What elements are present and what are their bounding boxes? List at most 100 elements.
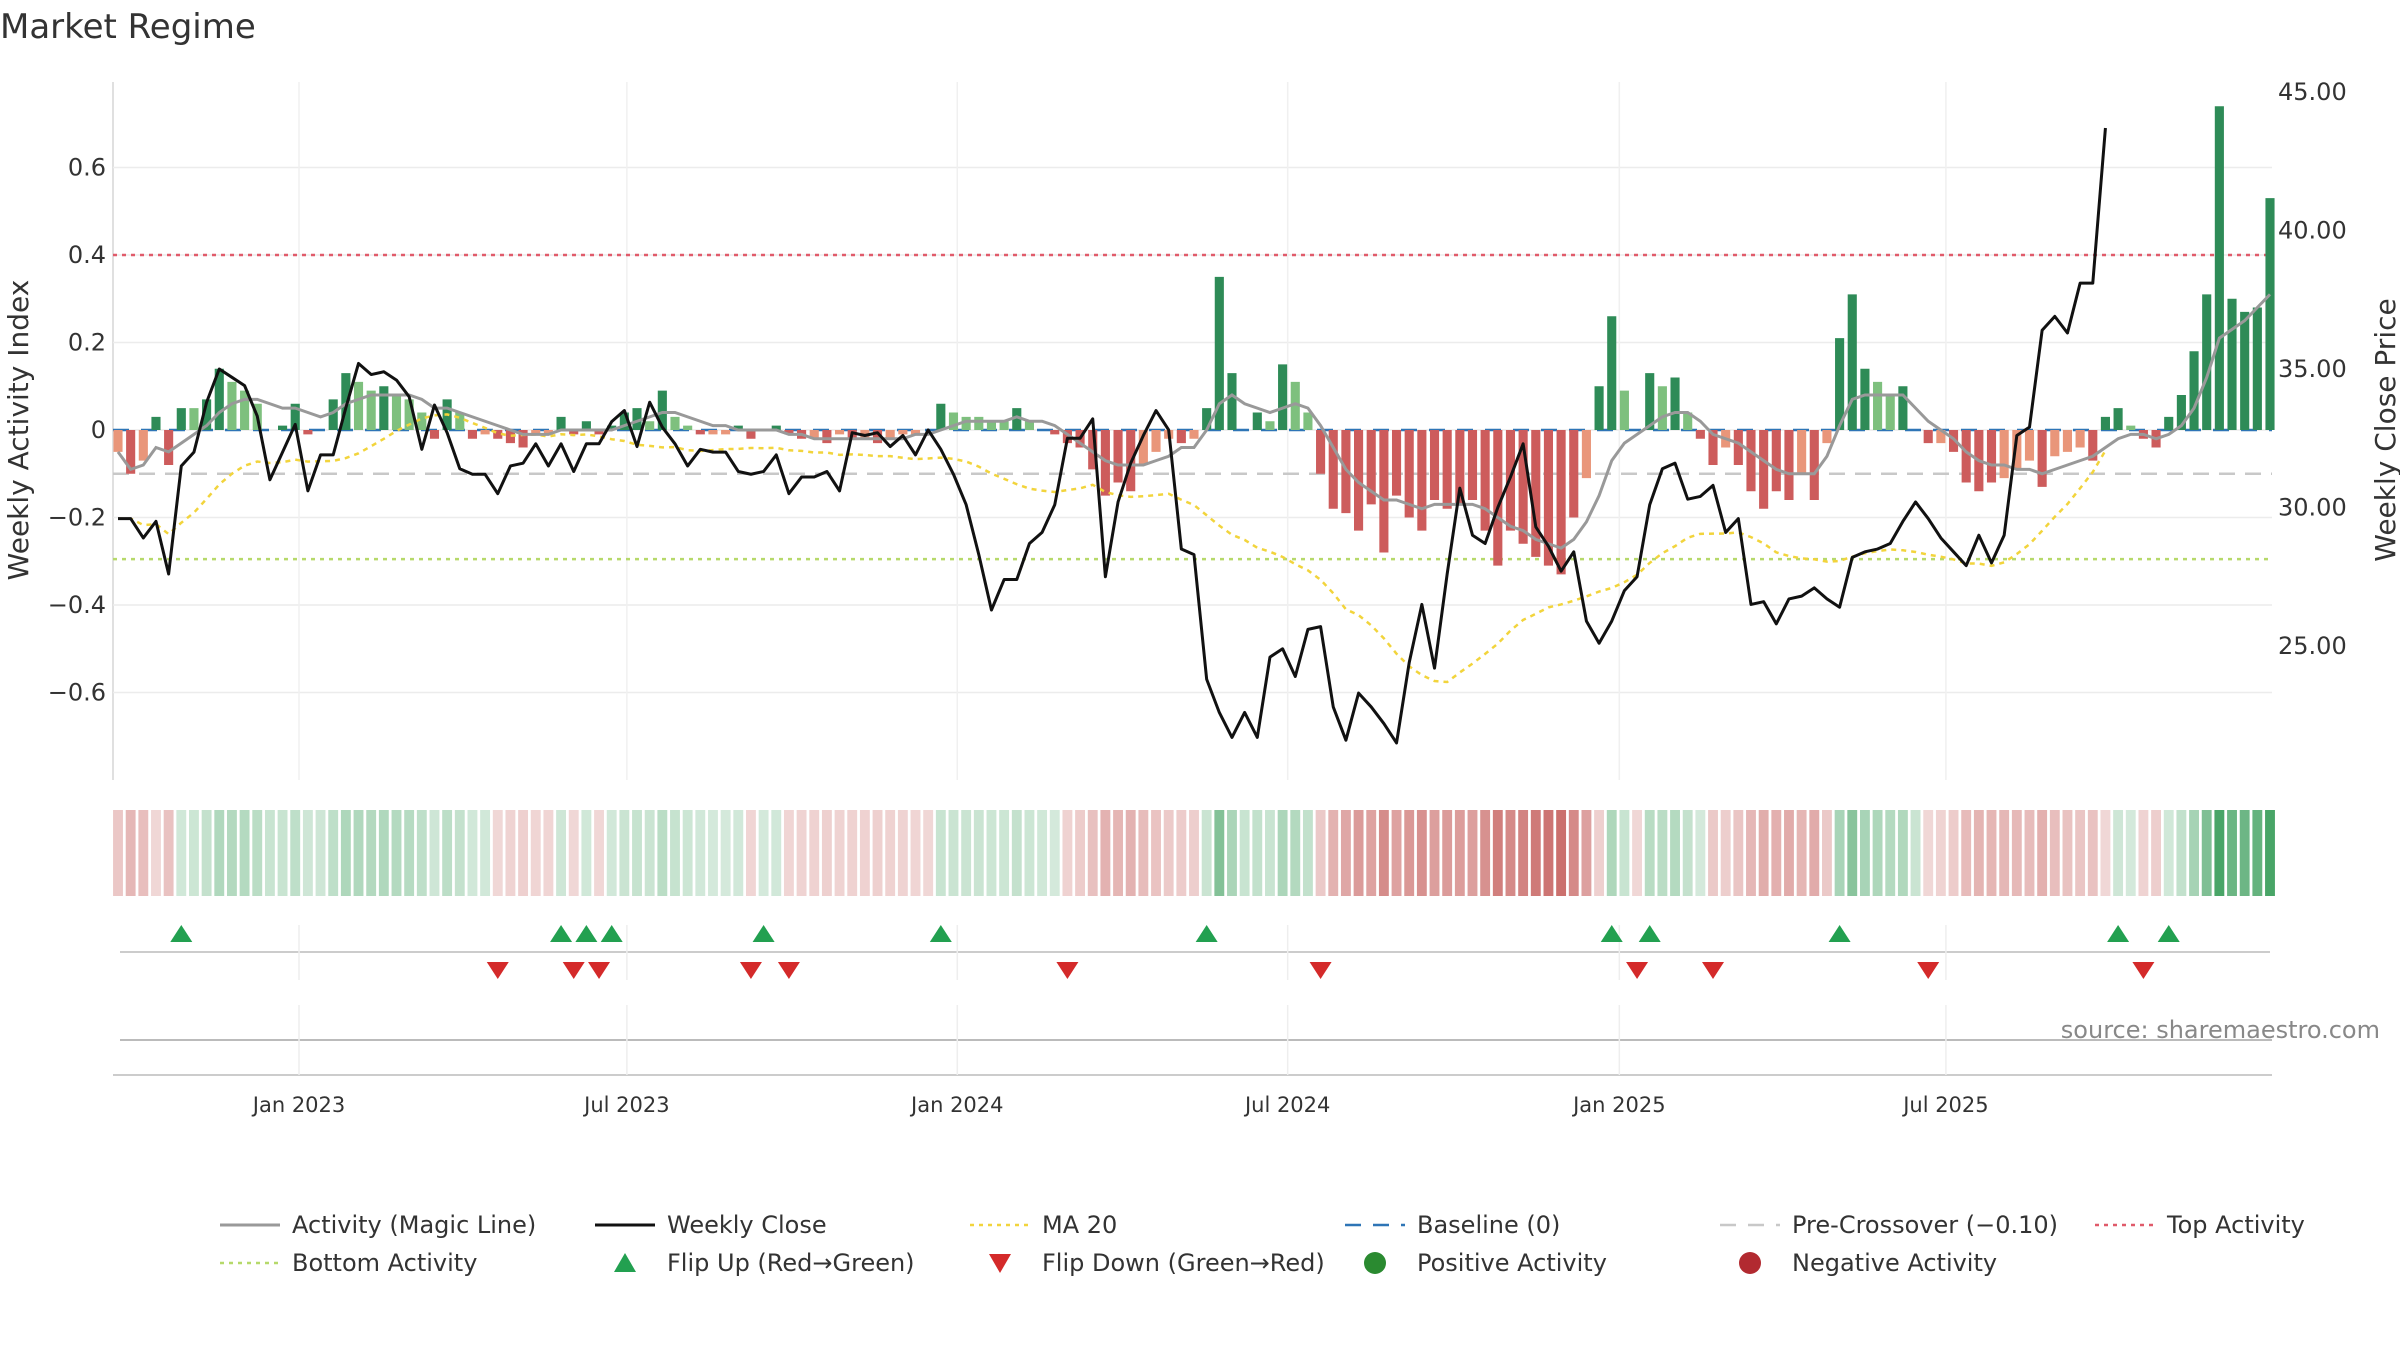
regime-strip-cell [1239, 810, 1250, 896]
flip-up-marker [550, 925, 573, 942]
regime-strip-cell [1252, 810, 1263, 896]
regime-strip-cell [1087, 810, 1098, 896]
activity-bar [936, 403, 946, 430]
regime-strip-cell [1315, 810, 1326, 896]
activity-bar [2265, 198, 2275, 430]
regime-strip-cell [1011, 810, 1022, 896]
activity-bar [822, 430, 832, 444]
regime-strip-cell [1227, 810, 1237, 896]
activity-bar [379, 386, 389, 430]
regime-strip-cell [2037, 810, 2048, 896]
activity-bar [467, 430, 478, 439]
regime-strip-cell [1024, 810, 1035, 896]
regime-strip-cell [556, 810, 566, 896]
regime-strip-cell [809, 810, 820, 896]
activity-bar [2088, 430, 2098, 461]
left-tick-label: −0.4 [48, 591, 106, 619]
activity-bar [328, 399, 338, 430]
regime-strip-cell [1100, 810, 1111, 896]
activity-bar [126, 430, 136, 474]
activity-bar [1290, 381, 1300, 430]
legend-label: MA 20 [1042, 1211, 1117, 1239]
regime-strip-cell [1467, 810, 1478, 896]
regime-strip-cell [1910, 810, 1921, 896]
right-axis-label: Weekly Close Price [2369, 298, 2400, 561]
regime-strip-cell [1708, 810, 1718, 896]
regime-strip-cell [480, 810, 491, 896]
activity-bar [1050, 430, 1060, 435]
regime-strip-cell [1125, 810, 1136, 896]
regime-strip-cell [378, 810, 389, 896]
activity-bar [1607, 316, 1617, 430]
legend-label: Baseline (0) [1417, 1211, 1560, 1239]
regime-strip-cell [619, 810, 630, 896]
flip-up-marker [1828, 925, 1851, 942]
regime-strip-cell [2227, 810, 2237, 896]
activity-bar [2012, 430, 2022, 470]
left-tick-label: −0.2 [48, 504, 106, 532]
activity-bar [1151, 430, 1161, 452]
regime-strip-cell [1189, 810, 1199, 896]
regime-strip-cell [657, 810, 668, 896]
regime-strip-cell [189, 810, 199, 896]
x-tick-label: Jan 2025 [1571, 1093, 1666, 1117]
regime-strip-cell [1771, 810, 1782, 896]
activity-bar [455, 412, 465, 430]
regime-strip-cell [986, 810, 997, 896]
regime-strip-cell [239, 810, 250, 896]
regime-strip [113, 810, 2275, 896]
activity-bar [1594, 386, 1604, 430]
activity-bar [176, 408, 186, 430]
regime-strip-cell [1277, 810, 1288, 896]
regime-strip-cell [682, 810, 693, 896]
flip-up-marker [575, 925, 598, 942]
flip-down-marker [1917, 962, 1940, 979]
left-axis-ticks: 0.6 0.4 0.2 0 −0.2 −0.4 −0.6 [48, 154, 106, 707]
regime-strip-cell [1859, 810, 1870, 896]
activity-bar [2050, 430, 2060, 457]
activity-bar [1328, 430, 1338, 509]
legend-label: Positive Activity [1417, 1249, 1607, 1277]
regime-strip-cell [733, 810, 744, 896]
regime-strip-cell [1822, 810, 1832, 896]
activity-bar [1518, 430, 1528, 544]
x-tick-label: Jan 2024 [909, 1093, 1004, 1117]
flip-up-marker [600, 925, 623, 942]
regime-strip-cell [1442, 810, 1453, 896]
activity-bar [1683, 412, 1693, 430]
activity-bar [543, 430, 553, 435]
x-tick-label: Jan 2023 [251, 1093, 346, 1117]
x-axis-ticks: Jan 2023 Jul 2023 Jan 2024 Jul 2024 Jan 2025… [251, 1005, 1989, 1117]
activity-bar [1657, 386, 1667, 430]
regime-strip-cell [1670, 810, 1680, 896]
activity-bar [1455, 430, 1465, 505]
regime-strip-cell [340, 810, 351, 896]
regime-strip-cell [606, 810, 617, 896]
activity-bar [746, 430, 756, 439]
left-axis-label: Weekly Activity Index [2, 280, 35, 581]
regime-strip-cell [644, 810, 655, 896]
activity-bar [910, 430, 921, 435]
regime-strip-cell [885, 810, 896, 896]
flip-down-marker [562, 962, 585, 979]
flip-down-marker [739, 962, 762, 979]
left-tick-label: 0 [91, 416, 106, 444]
regime-strip-cell [391, 810, 402, 896]
regime-strip-cell [796, 810, 807, 896]
series-lines [116, 127, 2272, 745]
flip-up-marker [2157, 925, 2180, 942]
regime-strip-cell [581, 810, 592, 896]
regime-strip-cell [214, 810, 225, 896]
activity-bars [113, 106, 2275, 575]
regime-strip-cell [973, 810, 984, 896]
regime-strip-cell [2087, 810, 2098, 896]
activity-bar [1936, 430, 1946, 444]
regime-strip-cell [290, 810, 301, 896]
left-tick-label: 0.6 [68, 154, 106, 182]
bottom-panel [113, 1039, 2272, 1076]
activity-bar [683, 425, 693, 430]
regime-strip-cell [1695, 810, 1706, 896]
activity-bar [885, 430, 895, 439]
regime-strip-cell [708, 810, 718, 896]
activity-bar [1556, 430, 1566, 575]
